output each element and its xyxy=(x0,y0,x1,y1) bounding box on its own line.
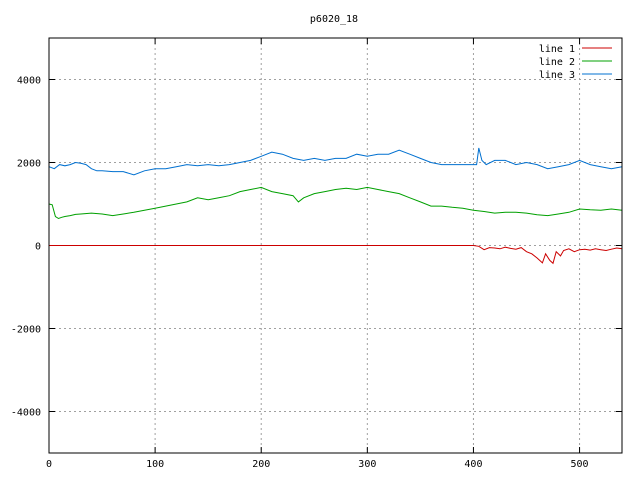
legend: line 1 line 2 line 3 xyxy=(539,44,612,81)
x-tick-label: 300 xyxy=(358,459,376,470)
y-tick-label: 4000 xyxy=(17,76,41,87)
legend-label-2: line 2 xyxy=(539,57,575,68)
y-tick-label: 0 xyxy=(35,242,41,253)
legend-label-1: line 1 xyxy=(539,44,575,55)
axis-ticks: 0 100 200 300 400 500 -4000 -2000 0 2000 4000 xyxy=(11,38,622,470)
series-line-2 xyxy=(48,186,623,220)
plot-frame xyxy=(48,37,623,454)
chart-title: p6020_18 xyxy=(310,14,358,25)
y-tick-label: -2000 xyxy=(11,325,41,336)
x-tick-label: 200 xyxy=(252,459,270,470)
y-tick-label: 2000 xyxy=(17,159,41,170)
legend-label-3: line 3 xyxy=(539,70,575,81)
series-lines xyxy=(48,147,623,265)
y-tick-label: -4000 xyxy=(11,408,41,419)
x-tick-label: 0 xyxy=(46,459,52,470)
x-tick-label: 400 xyxy=(464,459,482,470)
x-tick-label: 500 xyxy=(571,459,589,470)
series-line-1 xyxy=(49,245,623,265)
x-tick-label: 100 xyxy=(146,459,164,470)
series-line-3 xyxy=(48,147,623,176)
